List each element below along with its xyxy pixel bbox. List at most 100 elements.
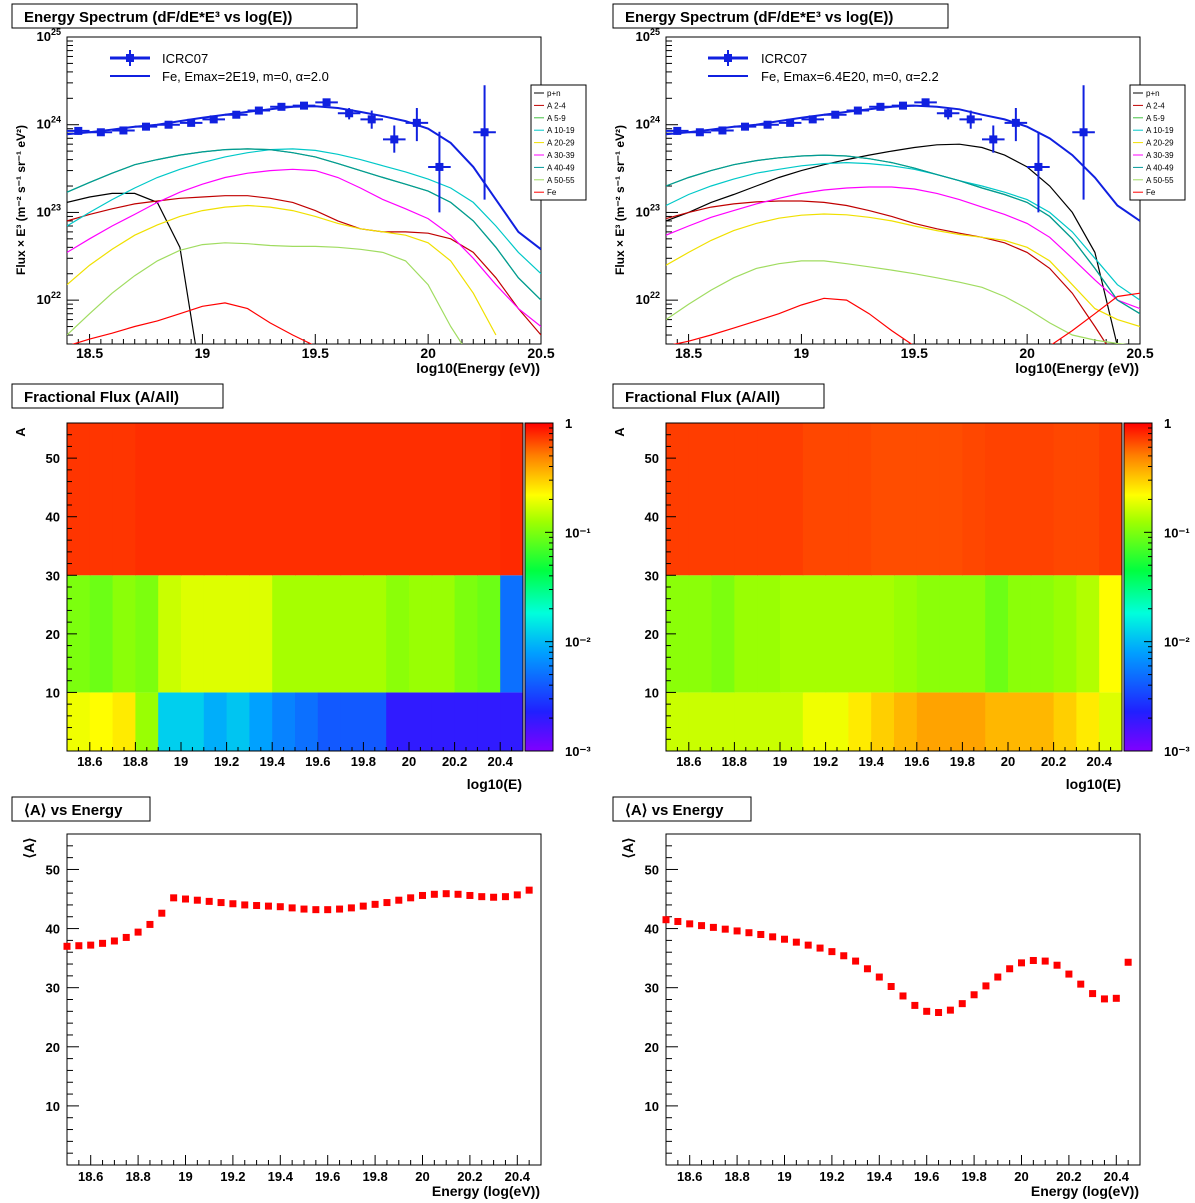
y-axis-label: A: [13, 427, 28, 437]
y-tick-label: 20: [46, 1040, 60, 1055]
x-axis-label: log10(Energy (eV)): [416, 360, 540, 376]
colorbar-tick-label: 10⁻¹: [565, 525, 591, 540]
heatmap-cell: [871, 423, 895, 576]
mean-a-marker: [383, 899, 391, 907]
mean-a-marker: [501, 893, 509, 901]
heatmap-cell: [454, 575, 478, 693]
icrc07-data-points: [666, 85, 1095, 213]
mean-a-marker: [513, 891, 521, 899]
data-point: [808, 115, 817, 124]
mean-a-marker: [170, 894, 178, 902]
data-point: [695, 128, 704, 137]
heatmap-cell: [477, 423, 501, 576]
x-tick-label: 19.8: [351, 754, 376, 769]
heatmap-cell: [226, 692, 250, 751]
heatmap-cell: [112, 575, 136, 693]
y-tick-label: 1023: [636, 202, 660, 219]
heatmap-cell: [112, 692, 136, 751]
series-line-a-50-55: [666, 260, 1128, 344]
data-point: [142, 122, 150, 131]
legend-label: A 40-49: [547, 163, 575, 172]
mean-a-marker: [970, 991, 978, 999]
colorbar-tick-label: 10⁻²: [1164, 635, 1190, 650]
data-point: [412, 118, 421, 127]
heatmap-cell: [825, 692, 849, 751]
heatmap-cell: [135, 423, 159, 576]
mean-a-marker: [1089, 990, 1097, 998]
heatmap-cell: [295, 423, 319, 576]
y-tick-label: 40: [645, 922, 659, 937]
spectrum-curves: [666, 104, 1140, 344]
heatmap-cell: [317, 423, 342, 576]
x-tick-label: 20.2: [457, 1169, 482, 1184]
heatmap-cell: [848, 575, 872, 693]
heatmap-cell: [848, 423, 872, 576]
series-line-a-2-4: [666, 200, 1107, 344]
y-tick-label: 1022: [636, 290, 660, 307]
mean-a-marker: [698, 922, 706, 930]
y-tick-label: 30: [46, 981, 60, 996]
mean-a-marker: [407, 894, 415, 902]
heatmap-cell: [135, 575, 159, 693]
heatmap-cell: [249, 423, 273, 576]
mean-a-marker: [757, 930, 765, 938]
heatmap-cell: [1053, 692, 1077, 751]
data-point: [187, 118, 196, 127]
x-tick-label: 19: [174, 754, 188, 769]
mean-a-marker: [1018, 959, 1025, 967]
heatmap-cell: [158, 692, 182, 751]
colorbar-axis: 1 10⁻¹ 10⁻² 10⁻³: [1144, 416, 1190, 759]
y-tick-label: 50: [46, 862, 60, 877]
colorbar: [1123, 422, 1153, 752]
mean-a-marker: [312, 906, 320, 914]
y-tick-label: 10: [46, 685, 60, 700]
mean-a-marker: [721, 925, 729, 933]
mean-a-marker: [359, 902, 367, 910]
heatmap-cell: [780, 423, 804, 576]
mean-a-marker: [852, 957, 860, 965]
heatmap-cell: [757, 575, 781, 693]
data-point: [763, 120, 772, 129]
x-tick-label: 20.5: [527, 345, 554, 361]
heatmap-cell: [249, 692, 273, 751]
mean-a-marker: [241, 901, 249, 909]
heatmap-cell: [363, 692, 387, 751]
heatmap-cell: [825, 423, 849, 576]
heatmap-cell: [386, 423, 410, 576]
mean-a-marker: [887, 982, 895, 990]
mean-a-marker: [899, 992, 907, 1000]
heatmap-cell: [734, 692, 758, 751]
legend-label: A 10-19: [1146, 126, 1174, 135]
heatmap-axes: 18.6 18.8 19 19.2 19.4 19.6 19.8 20 20.2 20.4 10 20…: [46, 422, 524, 769]
panel-title-box: [11, 383, 224, 409]
data-point: [232, 110, 241, 119]
series-line-a-5-9: [67, 148, 541, 301]
heatmap-cell: [1076, 692, 1100, 751]
x-tick-label: 20: [402, 754, 416, 769]
mean-a-marker: [674, 917, 682, 925]
mean-a-marker: [454, 890, 462, 898]
data-point: [367, 115, 376, 124]
mean-a-marker: [709, 923, 717, 931]
x-tick-label: 19.2: [214, 754, 239, 769]
x-tick-label: 18.8: [722, 754, 747, 769]
heatmap-cell: [939, 575, 963, 693]
mean-a-axes: 18.6 18.8 19 19.2 19.4 19.6 19.8 20 20.2 20.4 10 20…: [645, 833, 1141, 1184]
heatmap-cell: [711, 423, 735, 576]
colorbar-tick-label: 1: [565, 416, 572, 431]
x-tick-label: 19.8: [961, 1169, 986, 1184]
heatmap-cell: [135, 692, 159, 751]
x-tick-label: 20.2: [1056, 1169, 1081, 1184]
icrc07-data-points: [67, 85, 496, 213]
heatmap-cell: [757, 423, 781, 576]
mean-a-marker: [781, 935, 788, 943]
x-tick-label: 20.2: [1041, 754, 1066, 769]
x-tick-label: 19.5: [302, 345, 329, 361]
x-tick-label: 19.8: [362, 1169, 387, 1184]
mean-a-marker: [792, 938, 800, 946]
x-axis-label: Energy (log(eV)): [1031, 1183, 1139, 1199]
heatmap-cell: [825, 575, 849, 693]
x-tick-label: 18.6: [676, 754, 701, 769]
mean-a-marker: [840, 952, 848, 960]
x-tick-label: 18.8: [125, 1169, 150, 1184]
